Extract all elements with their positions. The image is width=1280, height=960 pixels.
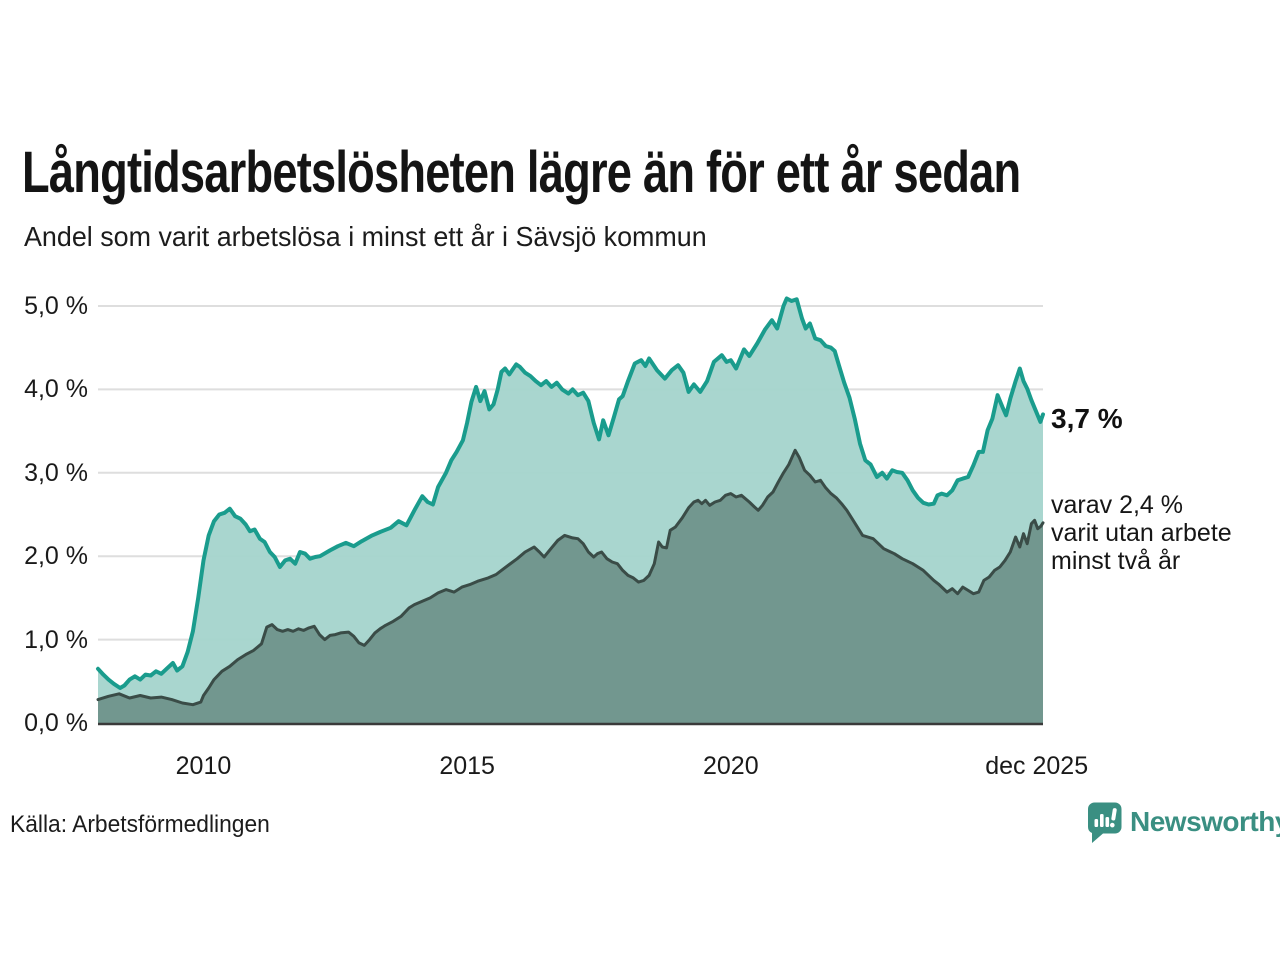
source-label: Källa: Arbetsförmedlingen [10, 811, 270, 838]
latest-value-annotation: 3,7 % [1051, 403, 1123, 434]
y-tick-label: 0,0 % [24, 709, 88, 737]
newsworthy-wordmark: Newsworthy [1130, 806, 1280, 837]
series-line-0 [96, 296, 1045, 690]
x-tick-label: 2010 [175, 752, 232, 780]
secondary-note-annotation: varav 2,4 % varit utan arbete minst två … [1051, 491, 1232, 575]
y-tick-label: 4,0 % [24, 375, 88, 404]
newsworthy-logo: Newsworthy [1086, 800, 1280, 844]
page-subtitle: Andel som varit arbetslösa i minst ett å… [24, 221, 707, 252]
secondary-note-line: minst två år [1051, 547, 1181, 575]
y-tick-label: 2,0 % [24, 542, 88, 571]
x-tick-label: 2020 [703, 752, 759, 780]
x-tick-label: dec 2025 [985, 752, 1089, 780]
secondary-note-line: varav 2,4 % [1051, 491, 1184, 519]
page-title: Långtidsarbetslösheten lägre än för ett … [22, 140, 1021, 205]
x-tick-label: 2015 [439, 752, 495, 780]
series-line-1 [96, 448, 1045, 707]
area-fill-1 [98, 450, 1043, 723]
y-tick-label: 5,0 % [24, 292, 88, 320]
secondary-note-line: varit utan arbete [1051, 519, 1232, 547]
newsworthy-bubble-chart-icon [1088, 802, 1122, 843]
y-tick-label: 3,0 % [24, 458, 88, 487]
y-tick-label: 1,0 % [24, 625, 88, 654]
